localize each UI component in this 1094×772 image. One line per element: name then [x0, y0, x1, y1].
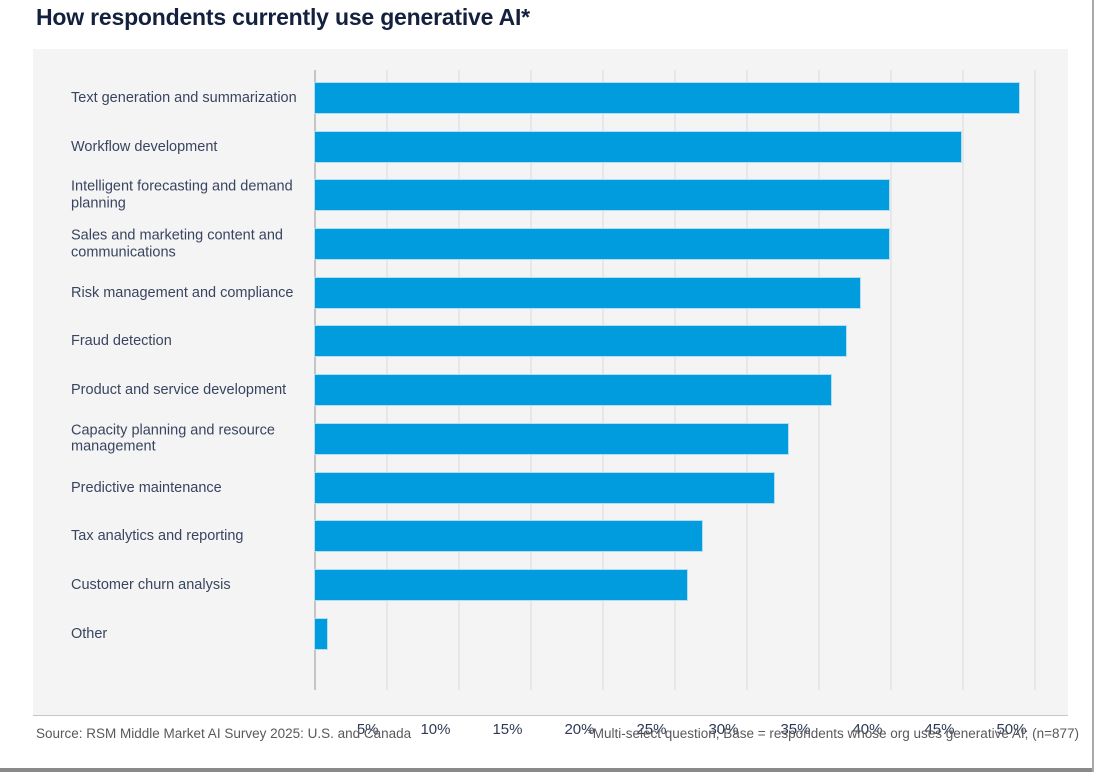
- category-label: Product and service development: [71, 381, 287, 398]
- category-label: Workflow development: [71, 138, 218, 155]
- bar-chart-plot-area: Text generation and summarization Workflo…: [33, 49, 1068, 738]
- x-tick-label: 15%: [492, 721, 523, 738]
- bar-row: Predictive maintenance: [33, 460, 1068, 509]
- bar: [314, 179, 890, 212]
- category-label: Intelligent forecasting and demand plann…: [71, 178, 293, 212]
- bar-row: Risk management and compliance: [33, 265, 1068, 314]
- bar-row: Customer churn analysis: [33, 557, 1068, 606]
- footnote-text: *Multi-select question; Base = responden…: [587, 726, 1079, 741]
- bar-rows: Text generation and summarization Workflo…: [33, 70, 1068, 654]
- bar: [314, 276, 862, 309]
- bar: [314, 374, 833, 407]
- bar-row: Product and service development: [33, 362, 1068, 411]
- bar-row: Text generation and summarization: [33, 70, 1068, 119]
- x-tick-label: 40%: [852, 721, 883, 738]
- chart-title: How respondents currently use generative…: [36, 4, 530, 30]
- x-tick-label: 45%: [924, 721, 955, 738]
- bar-row: Tax analytics and reporting: [33, 508, 1068, 557]
- gridline-40%: [889, 70, 892, 690]
- bar: [314, 520, 703, 553]
- bar-row: Intelligent forecasting and demand plann…: [33, 167, 1068, 216]
- bar: [314, 568, 689, 601]
- bottom-border-bar: [0, 768, 1092, 772]
- category-label: Tax analytics and reporting: [71, 527, 244, 544]
- bar-row: Capacity planning and resource managemen…: [33, 411, 1068, 460]
- x-tick-label: 50%: [996, 721, 1027, 738]
- x-tick-label: 10%: [420, 721, 451, 738]
- bar: [314, 130, 962, 163]
- category-label: Sales and marketing content and communic…: [71, 227, 283, 261]
- bar: [314, 422, 790, 455]
- bar: [314, 471, 775, 504]
- bar-row: Other: [33, 606, 1068, 655]
- category-label: Predictive maintenance: [71, 479, 222, 496]
- gridline-50%: [1033, 70, 1036, 690]
- x-tick-label: 30%: [708, 721, 739, 738]
- bar: [314, 82, 1020, 114]
- bar: [314, 617, 329, 650]
- bar: [314, 325, 847, 358]
- category-label: Fraud detection: [71, 333, 172, 350]
- category-label: Other: [71, 625, 108, 642]
- source-text: Source: RSM Middle Market AI Survey 2025…: [36, 726, 412, 741]
- bar-row: Workflow development: [33, 119, 1068, 168]
- x-tick-label: 25%: [636, 721, 667, 738]
- category-label: Risk management and compliance: [71, 284, 294, 301]
- bar: [314, 228, 890, 261]
- category-label: Customer churn analysis: [71, 576, 231, 593]
- x-tick-label: 20%: [564, 721, 595, 738]
- chart-panel: Text generation and summarization Workflo…: [33, 49, 1068, 738]
- bar-row: Sales and marketing content and communic…: [33, 216, 1068, 265]
- category-label: Capacity planning and resource managemen…: [71, 422, 275, 455]
- x-tick-label: 35%: [780, 721, 811, 738]
- category-label: Text generation and summarization: [71, 89, 297, 106]
- bar-row: Fraud detection: [33, 313, 1068, 362]
- x-tick-label: 5%: [356, 721, 379, 738]
- gridline-45%: [961, 70, 964, 690]
